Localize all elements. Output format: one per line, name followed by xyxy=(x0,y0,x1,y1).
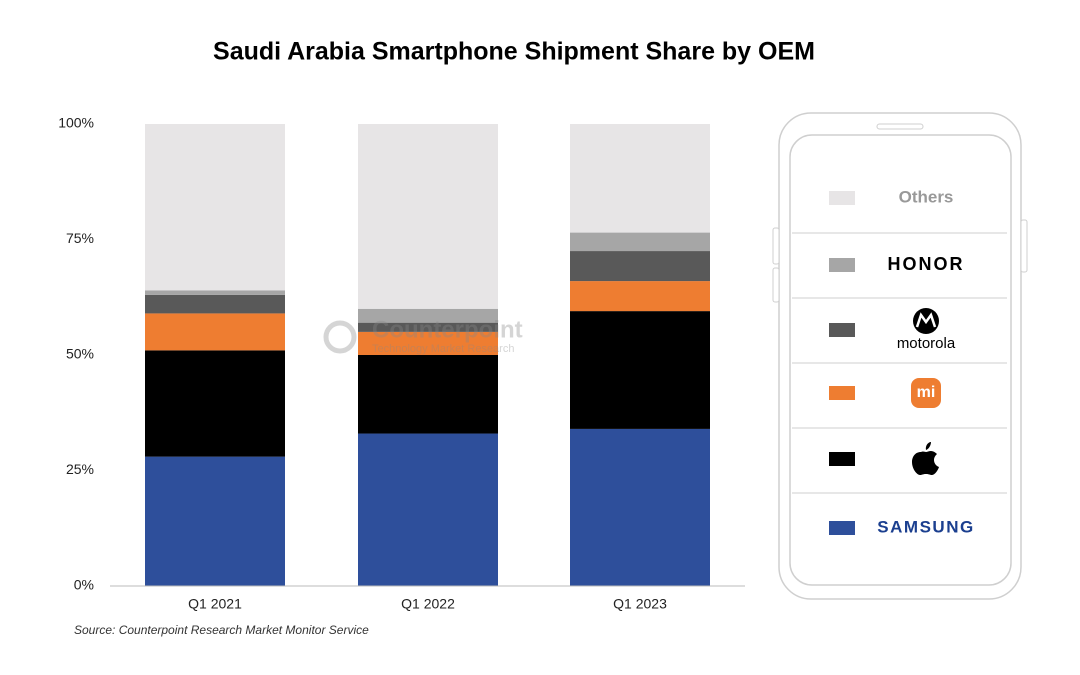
watermark: Counterpoint Technology Market Research xyxy=(323,316,523,355)
phone-button xyxy=(1020,219,1028,273)
bar-segment xyxy=(358,331,498,355)
legend-swatch xyxy=(829,452,855,466)
bar-segment xyxy=(358,433,498,586)
legend-label: Others xyxy=(899,187,954,206)
legend-label: SAMSUNG xyxy=(877,517,974,536)
bar-segment xyxy=(145,456,285,586)
bar-segment xyxy=(145,290,285,295)
legend-swatch xyxy=(829,258,855,272)
motorola-logo-m xyxy=(915,312,937,328)
bar-segment xyxy=(145,124,285,291)
bar-segment xyxy=(145,350,285,457)
y-tick-label: 100% xyxy=(58,115,94,131)
legend-swatch xyxy=(829,521,855,535)
x-tick-label: Q1 2021 xyxy=(188,596,242,612)
phone-screen xyxy=(789,134,1012,586)
legend-label: mi xyxy=(917,384,936,401)
apple-logo xyxy=(912,442,939,475)
phone-speaker xyxy=(876,123,924,130)
legend-label: motorola xyxy=(897,335,956,352)
plot-area: 0% 25% 50% 75% 100% Q1 2021 Q1 2022 Q1 2023 xyxy=(58,115,745,612)
y-tick-label: 25% xyxy=(66,461,94,477)
y-tick-label: 75% xyxy=(66,230,94,246)
legend-phone xyxy=(772,112,1028,600)
legend-swatch xyxy=(829,191,855,205)
phone-button xyxy=(772,227,780,265)
bar-segment xyxy=(570,251,710,282)
chart-title: Saudi Arabia Smartphone Shipment Share b… xyxy=(213,38,815,66)
bar-segment xyxy=(570,232,710,252)
bar-segment xyxy=(570,124,710,233)
bar-segment xyxy=(145,294,285,314)
bar-segment xyxy=(570,428,710,586)
bar-segment xyxy=(358,355,498,434)
bar-segment xyxy=(570,281,710,312)
y-tick-label: 50% xyxy=(66,346,94,362)
legend-label: HONOR xyxy=(888,254,965,274)
watermark-tagline: Technology Market Research xyxy=(372,343,514,355)
source-note: Source: Counterpoint Research Market Mon… xyxy=(74,623,369,637)
y-tick-label: 0% xyxy=(74,577,94,593)
bar-segment xyxy=(570,311,710,429)
mi-logo xyxy=(911,378,941,408)
legend-swatch xyxy=(829,386,855,400)
legend-separators xyxy=(792,232,1007,494)
bar-segment xyxy=(145,313,285,351)
legend-swatch xyxy=(829,323,855,337)
phone-button xyxy=(772,267,780,303)
x-tick-label: Q1 2023 xyxy=(613,596,667,612)
bar-segment xyxy=(358,322,498,332)
bar-segment xyxy=(358,124,498,309)
watermark-name: Counterpoint xyxy=(372,316,523,343)
bar-segment xyxy=(358,308,498,323)
watermark-logo xyxy=(323,320,357,354)
x-tick-label: Q1 2022 xyxy=(401,596,455,612)
